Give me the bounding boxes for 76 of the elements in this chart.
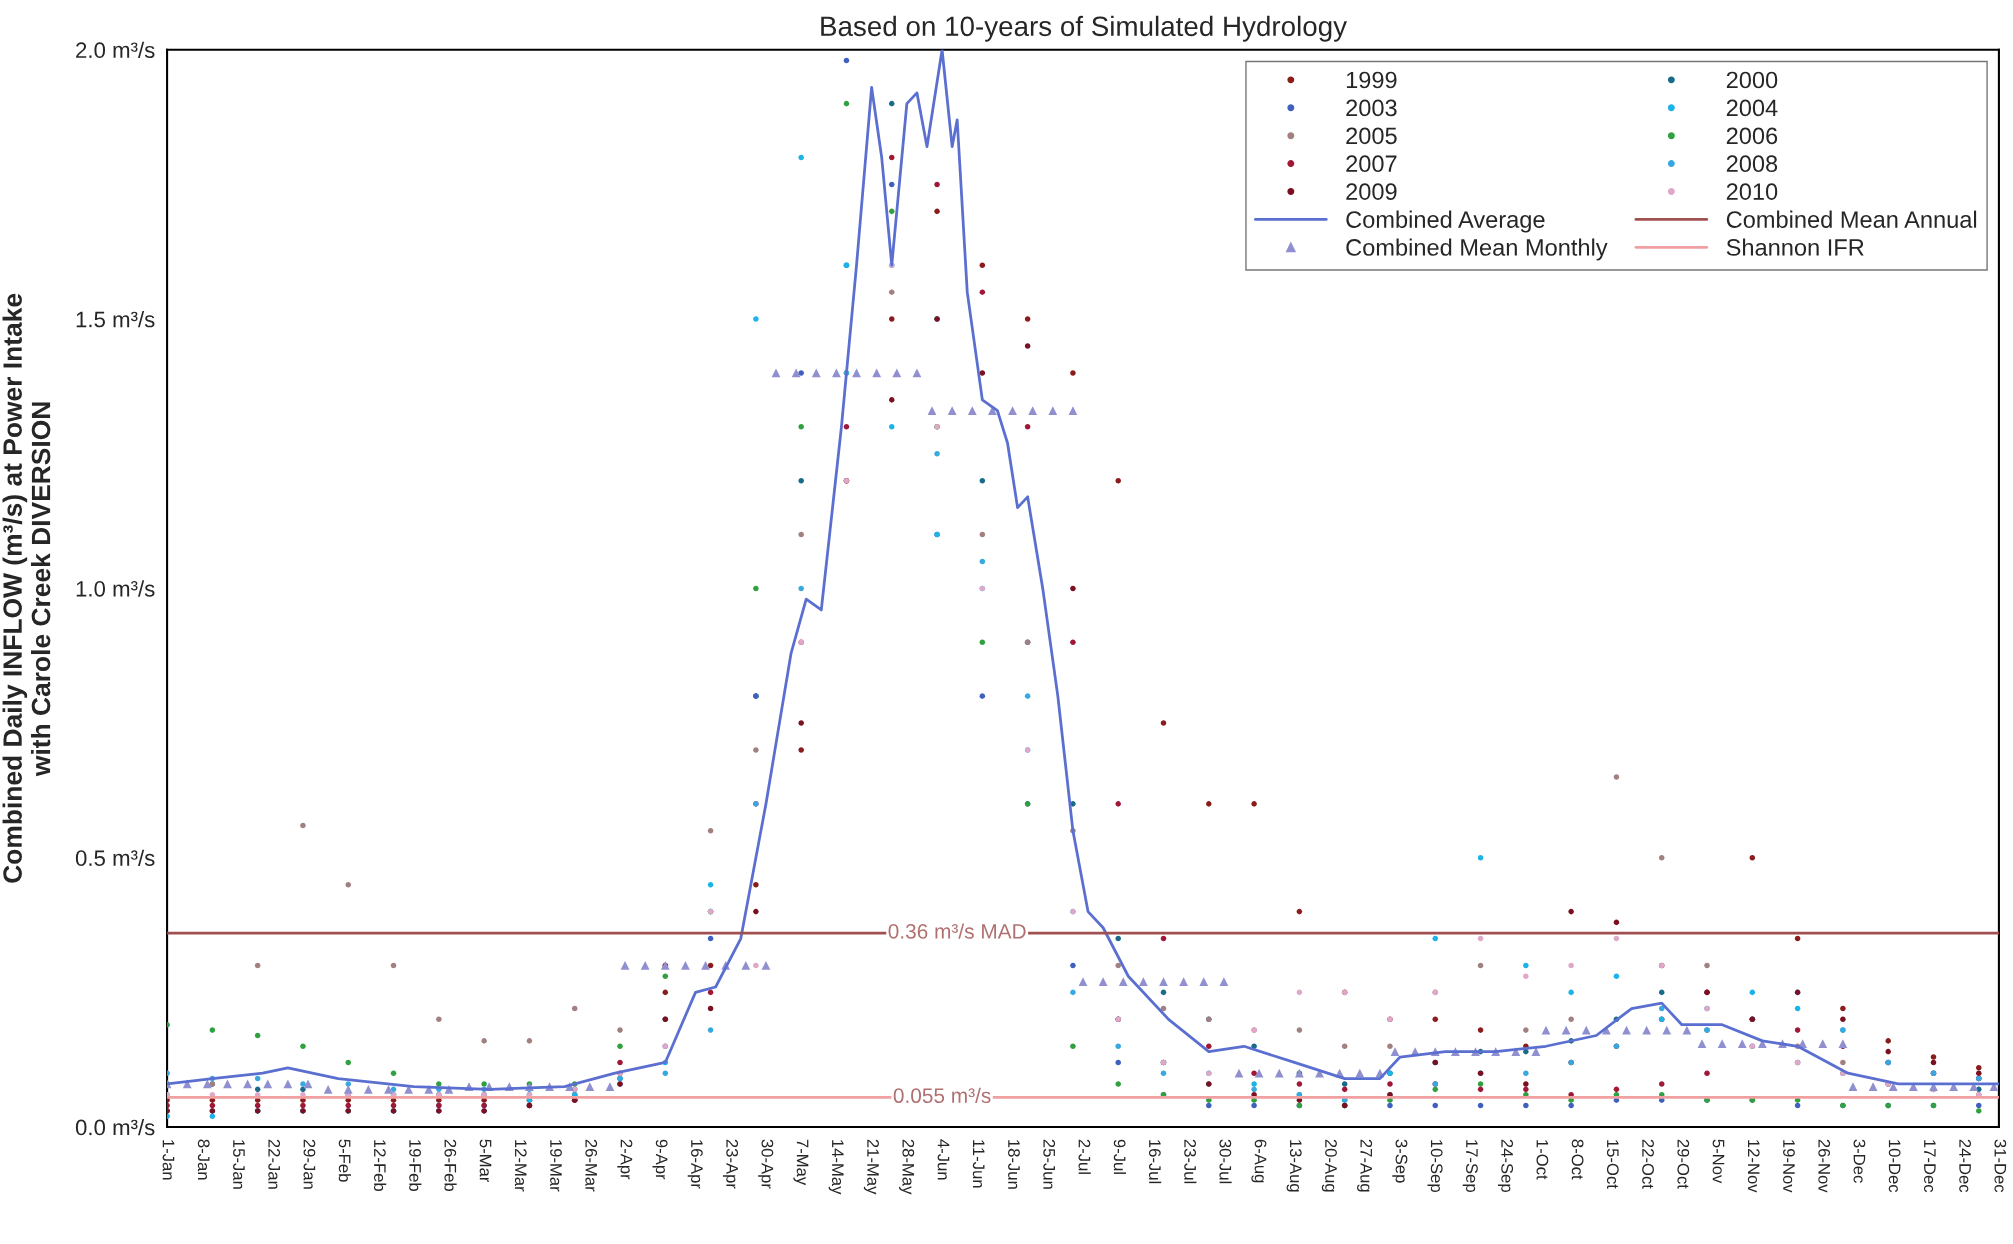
- x-tick-label: 12-Nov: [1747, 1140, 1760, 1193]
- x-tick-label: 8-Oct: [1571, 1139, 1584, 1180]
- x-tick-label: 22-Jan: [268, 1139, 281, 1189]
- annotation: 0.055 m³/s: [893, 1087, 991, 1104]
- y-tick-label: 1.0 m³/s: [76, 580, 155, 597]
- x-tick-label: 9-Jul: [1113, 1139, 1126, 1174]
- x-tick-label: 16-Jul: [1148, 1140, 1162, 1184]
- x-tick-label: 14-May: [828, 1140, 844, 1195]
- x-tick-label: 30-Jul: [1219, 1139, 1232, 1184]
- x-tick-label: 22-Oct: [1642, 1139, 1654, 1189]
- y-tick-label: 1.5 m³/s: [76, 311, 155, 328]
- x-tick-label: 5-Nov: [1712, 1139, 1725, 1184]
- x-tick-label: 10-Dec: [1888, 1140, 1901, 1193]
- x-tick-label: 5-Feb: [338, 1139, 351, 1182]
- y-tick-label: 2.0 m³/s: [76, 41, 155, 59]
- x-tick-label: 17-Dec: [1923, 1140, 1936, 1193]
- legend-label: 2000: [1726, 71, 1778, 89]
- legend-label: Combined Mean Annual: [1726, 210, 1977, 228]
- x-tick-label: 23-Jul: [1184, 1139, 1197, 1184]
- x-tick-label: 5-Mar: [479, 1139, 492, 1183]
- annotation: 0.36 m³/s MAD: [888, 923, 1026, 939]
- x-tick-label: 29-Oct: [1677, 1139, 1690, 1189]
- legend-label: 2007: [1346, 155, 1397, 173]
- x-tick-label: 23-Apr: [722, 1139, 739, 1189]
- legend-label: 1999: [1346, 71, 1397, 89]
- x-tick-label: 31-Dec: [1994, 1139, 2007, 1193]
- x-tick-label: 15-Jan: [233, 1140, 245, 1189]
- y-tick-label: 0.5 m³/s: [75, 849, 155, 867]
- x-tick-label: 13-Aug: [1286, 1140, 1302, 1192]
- x-tick-label: 30-Apr: [758, 1139, 774, 1189]
- legend-label: Combined Average: [1346, 210, 1545, 233]
- x-tick-label: 25-Jun: [1043, 1139, 1056, 1189]
- x-tick-label: 3-Dec: [1853, 1139, 1866, 1183]
- x-tick-label: 26-Mar: [585, 1139, 598, 1192]
- x-tick-label: 15-Oct: [1606, 1140, 1619, 1189]
- x-tick-label: 16-Apr: [687, 1140, 703, 1189]
- x-tick-label: 20-Aug: [1321, 1139, 1337, 1192]
- x-tick-label: 19-Feb: [409, 1140, 422, 1191]
- x-tick-label: 21-May: [863, 1139, 879, 1195]
- legend-label: Shannon IFR: [1726, 238, 1864, 256]
- x-tick-label: 3-Sep: [1392, 1139, 1408, 1183]
- x-tick-label: 24-Sep: [1497, 1139, 1514, 1192]
- legend-label: 2003: [1346, 99, 1397, 117]
- x-tick-label: 12-Feb: [373, 1140, 387, 1191]
- legend-label: 2008: [1726, 155, 1778, 173]
- x-tick-label: 1-Jan: [162, 1140, 175, 1180]
- x-tick-label: 2-Jul: [1078, 1139, 1091, 1174]
- x-tick-label: 11-Jun: [972, 1140, 985, 1188]
- x-tick-label: 12-Mar: [514, 1140, 527, 1192]
- x-tick-label: 9-Apr: [652, 1139, 668, 1180]
- x-tick-label: 10-Sep: [1427, 1140, 1443, 1192]
- y-axis-title: Combined Daily INFLOW (m³/s) at Power Intake with Carole Creek DIVERSION: [2, 293, 51, 883]
- legend-label: 2006: [1726, 127, 1778, 145]
- x-tick-label: 7-May: [793, 1139, 809, 1186]
- x-tick-label: 26-Feb: [444, 1139, 457, 1191]
- legend-label: 2009: [1346, 183, 1397, 200]
- x-tick-label: 8-Jan: [197, 1139, 210, 1180]
- legend-label: Combined Mean Monthly: [1346, 238, 1608, 261]
- x-tick-label: 19-Nov: [1783, 1140, 1795, 1193]
- legend-label: 2010: [1726, 183, 1778, 200]
- x-tick-label: 19-Mar: [550, 1140, 562, 1192]
- x-tick-label: 6-Aug: [1251, 1139, 1267, 1183]
- y-tick-label: 0.0 m³/s: [75, 1119, 155, 1136]
- x-tick-label: 28-May: [899, 1139, 915, 1195]
- x-tick-label: 18-Jun: [1008, 1140, 1020, 1189]
- chart-title: Based on 10-years of Simulated Hydrology: [821, 15, 1347, 42]
- x-tick-label: 27-Aug: [1357, 1139, 1373, 1192]
- x-tick-label: 29-Jan: [303, 1139, 316, 1189]
- legend-label: 2005: [1346, 127, 1397, 145]
- x-tick-label: 2-Apr: [617, 1139, 633, 1180]
- x-tick-label: 4-Jun: [937, 1139, 950, 1180]
- x-tick-label: 24-Dec: [1959, 1139, 1972, 1193]
- legend-label: 2004: [1726, 99, 1778, 117]
- x-tick-label: 1-Oct: [1536, 1140, 1549, 1180]
- x-tick-label: 17-Sep: [1462, 1140, 1478, 1192]
- x-tick-label: 26-Nov: [1818, 1139, 1831, 1193]
